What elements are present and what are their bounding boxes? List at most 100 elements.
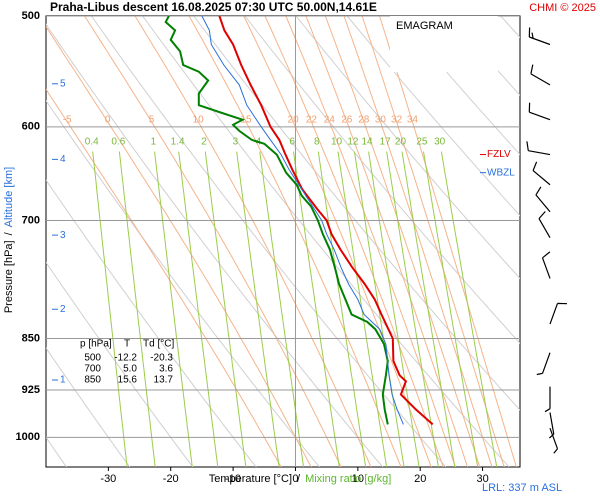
dry-adiabat	[295, 16, 520, 280]
x-tick-label: 10	[352, 473, 364, 485]
mixing-ratio-line	[440, 151, 498, 467]
moist-adiabat	[134, 16, 372, 467]
dry-adiabat	[46, 179, 257, 467]
profile-line	[164, 15, 389, 425]
x-tick-label: 20	[414, 473, 426, 485]
mixing-ratio-line	[293, 151, 340, 467]
wind-barb	[538, 211, 551, 238]
y-label-2: Altitude [km]	[3, 167, 15, 228]
wind-barb	[541, 251, 551, 279]
table-cell: -12.2	[114, 353, 137, 364]
moist-adiabat	[243, 16, 432, 467]
wind-barb	[549, 302, 568, 325]
moist-adiabat-label: 15	[240, 114, 252, 125]
dry-adiabat	[46, 99, 320, 467]
mixing-ratio-line	[401, 151, 456, 467]
mixing-ratio-label: 6	[289, 136, 295, 147]
dry-adiabat	[46, 261, 194, 467]
moist-adiabat-label: 22	[306, 114, 318, 125]
moist-adiabat-label: 26	[341, 114, 353, 125]
dry-adiabat	[397, 16, 520, 156]
mixing-ratio-label: 1.4	[171, 136, 185, 147]
x-tick-label: -30	[100, 473, 116, 485]
moist-adiabat-label: 32	[391, 114, 403, 125]
mixing-ratio-label: 14	[361, 136, 373, 147]
altitude-tick-label: 1	[60, 375, 66, 386]
altitude-tick-label: 3	[60, 230, 66, 241]
background-lines	[46, 16, 600, 467]
altitude-tick-label: 2	[60, 304, 66, 315]
dry-adiabat	[552, 16, 600, 467]
moist-adiabat-label: 10	[193, 114, 205, 125]
wind-barb	[544, 386, 551, 413]
legend	[390, 16, 498, 72]
x-label-2: Mixing ratio [g/kg]	[305, 473, 391, 485]
table-cell: 500	[84, 353, 101, 364]
moist-adiabat-label: 34	[407, 114, 419, 125]
moist-adiabat	[305, 16, 469, 467]
moist-adiabat	[379, 16, 517, 467]
mixing-ratio-label: 2	[201, 136, 207, 147]
moist-adiabat-label: 24	[324, 114, 336, 125]
mixing-ratio-line	[317, 151, 367, 467]
mixing-ratio-line	[386, 151, 439, 467]
x-axis-label: Temperature [°C] / Mixing ratio [g/kg]	[209, 473, 392, 485]
mixing-ratio-line	[337, 151, 388, 467]
chart-title: Praha-Libus descent 16.08.2025 07:30 UTC…	[50, 0, 377, 14]
wind-barb	[526, 141, 551, 156]
wind-barb	[549, 427, 559, 454]
mixing-ratio-line	[353, 151, 405, 467]
mixing-ratio-line	[204, 151, 247, 467]
mixing-ratio-label: 17	[380, 136, 392, 147]
y-tick-label: 850	[22, 332, 40, 344]
wind-barb	[535, 186, 551, 213]
y-tick-label: 1000	[16, 431, 40, 443]
y-axis-label: Pressure [hPa] / Altitude [km]	[3, 167, 15, 313]
altitude-tick-label: 5	[60, 78, 66, 89]
moist-adiabat-label: 30	[375, 114, 387, 125]
mixing-ratio-line	[118, 151, 156, 467]
moist-adiabat-label: -5	[63, 114, 72, 125]
wind-barb	[528, 27, 551, 46]
moist-adiabat	[188, 16, 402, 467]
table-cell: 850	[84, 375, 101, 386]
y-tick-label: 500	[22, 10, 40, 22]
mixing-ratio-line	[236, 151, 280, 467]
mixing-ratio-label: 0.4	[85, 136, 99, 147]
dry-adiabat	[46, 347, 131, 467]
x-tick-label: 0	[292, 473, 298, 485]
x-tick-label: -10	[225, 473, 241, 485]
mixing-ratio-label: 8	[314, 136, 320, 147]
wind-barb	[536, 352, 551, 376]
moist-adiabat	[285, 16, 456, 467]
legend-title: EMAGRAM	[396, 20, 453, 32]
table-cell: 700	[84, 364, 101, 375]
mixing-ratio-line	[423, 151, 479, 467]
dry-adiabat	[142, 16, 510, 467]
table-cell: 5.0	[123, 364, 137, 375]
y-tick-label: 600	[22, 121, 40, 133]
moist-adiabat-label: 20	[288, 114, 300, 125]
table-cell: -20.3	[150, 353, 173, 364]
mixing-ratio-label: 1	[151, 136, 157, 147]
wind-barb	[528, 102, 551, 121]
moist-adiabat-label: 5	[149, 114, 155, 125]
mixing-ratio-label: 0.6	[111, 136, 125, 147]
footer: LRL: 337 m ASL	[482, 482, 562, 494]
table-cell: 13.7	[154, 375, 174, 386]
wind-barb	[530, 64, 551, 86]
moist-adiabat	[84, 16, 342, 467]
dry-adiabat	[244, 16, 520, 344]
moist-adiabat-label: 0	[105, 114, 111, 125]
mixing-ratio-line	[259, 151, 304, 467]
mixing-ratio-label: 20	[395, 136, 407, 147]
mixing-ratio-label: 30	[434, 136, 446, 147]
moist-adiabat	[343, 16, 493, 467]
plot-area	[45, 15, 521, 468]
y-label: Pressure [hPa]	[3, 240, 15, 313]
dry-adiabat	[346, 16, 520, 217]
x-label: Temperature [°C]	[209, 473, 292, 485]
wind-barb	[549, 412, 555, 439]
profile-line	[201, 15, 404, 425]
